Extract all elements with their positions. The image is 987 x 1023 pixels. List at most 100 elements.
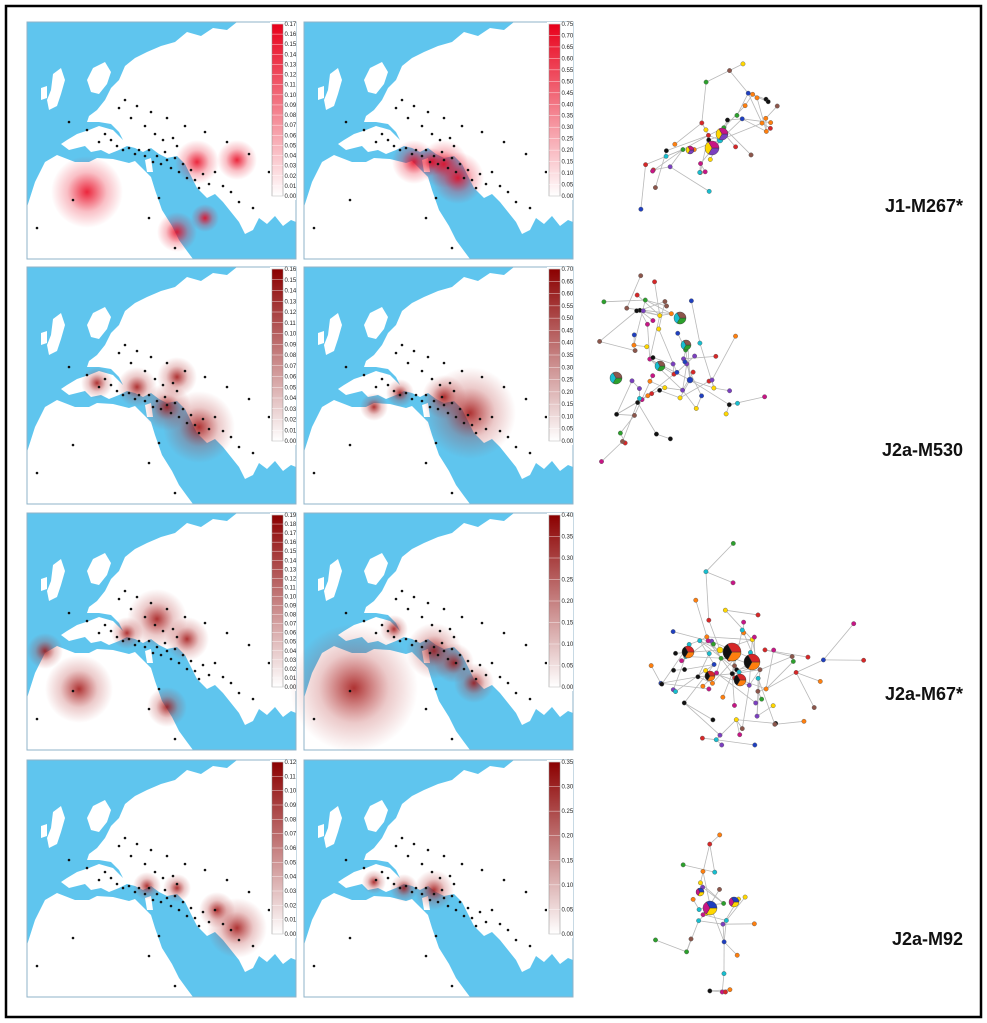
haplotype-node: [851, 621, 857, 627]
haplotype-node: [697, 340, 703, 346]
scale-tick-label: 0.11: [285, 585, 297, 591]
haplotype-node: [762, 394, 768, 400]
haplotype-node: [686, 376, 694, 384]
haplotype-node: [706, 617, 712, 623]
haplotype-node: [696, 918, 702, 924]
haplotype-node: [697, 170, 703, 175]
pie-slice: [676, 311, 687, 319]
scale-tick-label: 0.20: [562, 148, 574, 154]
network-edge: [723, 127, 752, 156]
network-edge: [603, 299, 646, 303]
haplotype-node: [693, 406, 699, 411]
haplotype-node: [721, 939, 727, 945]
haplotype-pie-node: [722, 642, 742, 662]
haplotype-pie-node: [695, 887, 705, 897]
haplotype-node: [739, 726, 745, 732]
color-scale-bar: [548, 761, 561, 935]
scale-tick-label: 0.06: [285, 133, 297, 139]
network-edge: [601, 441, 623, 462]
haplotype-node: [727, 388, 732, 394]
color-scale: 0.40 0.35 0.30 0.25 0.20 0.15 0.10 0.05 0.00: [547, 513, 574, 691]
scale-tick-label: 0.30: [562, 556, 574, 562]
haplotype-node: [705, 638, 711, 644]
scale-tick-label: 0.00: [562, 685, 574, 691]
network-edge: [652, 149, 684, 172]
frequency-hotspot: [422, 375, 466, 419]
haplotype-node: [774, 103, 780, 109]
scale-tick-label: 0.20: [562, 599, 574, 605]
haplotype-node: [667, 436, 673, 442]
color-scale: 0.16 0.15 0.14 0.13 0.12 0.11 0.10 0.09 0.08 0.07…: [270, 267, 297, 445]
scale-tick-label: 0.00: [562, 194, 574, 200]
scale-tick-label: 0.05: [562, 183, 574, 189]
scale-tick-label: 0.25: [562, 578, 574, 584]
network-edge: [706, 636, 753, 641]
scale-tick-label: 0.07: [285, 123, 297, 129]
network-edge: [709, 989, 730, 992]
haplotype-node: [717, 732, 723, 738]
haplotype-node: [620, 439, 625, 444]
scale-tick-label: 0.25: [562, 378, 574, 384]
haplotype-node: [723, 918, 729, 923]
color-scale-bar: [548, 23, 561, 197]
scale-tick-label: 0.60: [562, 292, 574, 298]
network-edge: [679, 379, 691, 399]
scale-tick-label: 0.05: [285, 143, 297, 149]
network-edge: [699, 640, 728, 655]
scale-tick-label: 0.10: [285, 594, 297, 600]
scale-tick-label: 0.01: [285, 184, 297, 190]
haplogroup-label: J2a-M92: [892, 929, 963, 949]
network-edge: [723, 941, 738, 956]
haplotype-node: [673, 650, 678, 656]
haplogroup-label: J2a-M530: [882, 440, 963, 460]
map-panel-left: 0.19 0.18 0.17 0.16 0.15 0.14 0.13 0.12 0.11 0.10…: [26, 512, 297, 751]
network-edge: [616, 380, 633, 415]
network-edge: [765, 672, 797, 690]
haplotype-node: [688, 936, 694, 942]
network-edge: [729, 396, 765, 406]
network-edge: [684, 702, 721, 736]
haplotype-node: [750, 91, 756, 97]
haplotype-node: [763, 686, 769, 692]
haplotype-node: [723, 989, 728, 995]
haplotype-node: [730, 580, 736, 586]
haplotype-node: [597, 339, 603, 344]
network-edge: [649, 315, 661, 360]
scale-tick-label: 0.09: [285, 103, 297, 109]
network-edge: [664, 387, 683, 391]
haplotype-node: [821, 657, 826, 663]
haplotype-node: [732, 663, 737, 669]
scale-tick-label: 0.40: [562, 513, 574, 519]
scale-tick-label: 0.15: [562, 621, 574, 627]
color-scale: 0.35 0.30 0.25 0.20 0.15 0.10 0.05 0.00: [547, 760, 574, 938]
haplotype-node: [696, 907, 702, 912]
figure-frame: [4, 4, 983, 1019]
haplotype-node: [690, 369, 696, 375]
frequency-hotspot: [157, 212, 197, 252]
map-panel-right: 0.35 0.30 0.25 0.20 0.15 0.10 0.05 0.00: [303, 759, 574, 998]
pie-slice: [731, 896, 740, 903]
scale-tick-label: 0.65: [562, 279, 574, 285]
haplotype-node: [680, 387, 686, 393]
scale-tick-label: 0.05: [285, 385, 297, 391]
haplotype-node: [710, 641, 716, 647]
haplotype-node: [703, 569, 709, 575]
scale-tick-label: 0.45: [562, 91, 574, 97]
frequency-hotspot: [111, 617, 143, 649]
haplotype-node: [680, 147, 686, 152]
haplotype-node: [649, 391, 655, 397]
frequency-hotspot: [133, 872, 161, 900]
haplotype-node: [723, 411, 729, 417]
haplotype-node: [765, 99, 771, 105]
haplotype-node: [751, 634, 757, 640]
scale-tick-label: 0.35: [562, 353, 574, 359]
haplotype-node: [710, 680, 715, 686]
haplotype-node: [700, 868, 706, 874]
haplotype-node: [682, 667, 687, 672]
scale-tick-label: 0.50: [562, 79, 574, 85]
scale-tick-label: 0.02: [285, 667, 297, 673]
pie-slice: [708, 140, 720, 149]
haplotype-node: [643, 162, 649, 168]
frequency-hotspot: [390, 874, 418, 902]
scale-tick-label: 0.20: [562, 834, 574, 840]
